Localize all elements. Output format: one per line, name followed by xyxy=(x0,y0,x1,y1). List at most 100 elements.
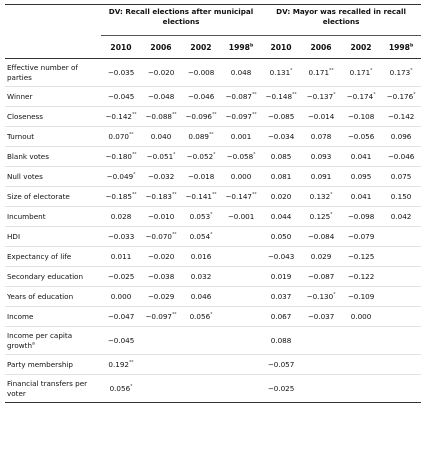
cell-value: 0.096 xyxy=(390,132,412,141)
table-cell: −0.020 xyxy=(141,58,181,87)
cell-value: 0.040 xyxy=(150,132,172,141)
cell-value: −0.142 xyxy=(105,112,132,121)
row-label: Turnout xyxy=(5,126,101,147)
corner-cell xyxy=(5,4,101,36)
cell-value: 0.037 xyxy=(270,292,292,301)
table-cell: −0.043 xyxy=(261,246,302,267)
table-cell xyxy=(221,266,262,287)
year-footnote-mark: b xyxy=(249,42,254,48)
table-cell: −0.046 xyxy=(181,86,221,107)
cell-value: −0.079 xyxy=(347,232,375,241)
row-label-text: Years of education xyxy=(7,291,74,301)
table-cell: −0.108 xyxy=(341,106,382,127)
table-cell: 0.001 xyxy=(221,126,262,147)
cell-value: −0.147 xyxy=(225,192,253,201)
cell-value: −0.070 xyxy=(145,232,172,241)
cell-value: −0.125 xyxy=(347,252,375,261)
row-label: Closeness xyxy=(5,106,101,127)
table-row: HDI −0.033 −0.070** 0.054* 0.050 −0.084 −0.079 xyxy=(5,226,422,247)
cell-significance-mark: ** xyxy=(252,112,257,118)
table-cell: 0.056* xyxy=(181,306,221,327)
row-label-text: Financial transfers per voter xyxy=(7,378,88,398)
cell-value: 0.075 xyxy=(390,172,412,181)
cell-value: 0.041 xyxy=(350,192,372,201)
cell-value: 0.056 xyxy=(189,312,211,321)
table-cell: 0.078 xyxy=(301,126,342,147)
cell-significance-mark: ** xyxy=(208,132,214,138)
year-label: 2002 xyxy=(190,42,212,52)
table-cell: 0.053* xyxy=(181,206,221,227)
cell-value: 0.131 xyxy=(269,68,291,77)
table-cell: 0.041 xyxy=(341,146,382,167)
table-cell xyxy=(341,326,382,355)
cell-significance-mark: ** xyxy=(252,92,257,98)
cell-value: −0.097 xyxy=(145,312,172,321)
cell-value: −0.038 xyxy=(147,272,175,281)
table-cell: 0.029 xyxy=(301,246,342,267)
cell-value: −0.085 xyxy=(267,112,295,121)
row-label-text: Blank votes xyxy=(7,151,49,161)
table-cell: −0.052* xyxy=(181,146,221,167)
table-cell: 0.173* xyxy=(381,58,422,87)
group-header-row: DV: Recall elections after municipal ele… xyxy=(5,4,422,36)
row-label: Party membership xyxy=(5,354,101,375)
cell-value: 0.019 xyxy=(270,272,292,281)
table-cell: −0.037 xyxy=(301,306,342,327)
table-cell: 0.150 xyxy=(381,186,422,207)
cell-significance-mark: ** xyxy=(132,152,137,158)
cell-significance-mark: ** xyxy=(329,68,334,74)
table-cell: 0.020 xyxy=(261,186,302,207)
table-cell: 0.085 xyxy=(261,146,302,167)
cell-value: 0.016 xyxy=(190,252,212,261)
table-cell: −0.142** xyxy=(101,106,141,127)
cell-value: −0.137 xyxy=(306,92,334,101)
cell-value: −0.035 xyxy=(107,68,135,77)
table-cell xyxy=(141,374,181,403)
cell-value: 0.088 xyxy=(270,336,292,345)
cell-value: 0.020 xyxy=(270,192,292,201)
cell-significance-mark: ** xyxy=(292,92,297,98)
cell-significance-mark: * xyxy=(133,172,136,178)
table-cell: −0.097** xyxy=(221,106,262,127)
row-label: Expectancy of life xyxy=(5,246,101,267)
cell-value: −0.049 xyxy=(106,172,134,181)
cell-significance-mark: ** xyxy=(252,192,257,198)
table-cell xyxy=(181,354,221,375)
row-label-text: HDI xyxy=(7,231,21,241)
row-label-footnote-mark: a xyxy=(32,341,35,347)
year-header-row: 2010 2006 2002 1998b 2010 2006 2002 1998b xyxy=(5,35,422,59)
table-cell xyxy=(381,354,422,375)
cell-significance-mark: ** xyxy=(132,192,137,198)
table-cell: −0.130* xyxy=(301,286,342,307)
cell-value: 0.042 xyxy=(390,212,412,221)
table-cell: −0.174* xyxy=(341,86,382,107)
row-label-text: Secondary education xyxy=(7,271,84,281)
cell-value: −0.051 xyxy=(146,152,174,161)
cell-value: −0.025 xyxy=(107,272,135,281)
cell-value: −0.185 xyxy=(105,192,132,201)
cell-significance-mark: * xyxy=(210,312,213,318)
table-cell: 0.000 xyxy=(341,306,382,327)
table-cell: 0.044 xyxy=(261,206,302,227)
table-row: Party membership 0.192** −0.057 xyxy=(5,354,422,375)
cell-significance-mark: ** xyxy=(172,312,177,318)
cell-significance-mark: ** xyxy=(128,360,134,366)
table-cell: −0.185** xyxy=(101,186,141,207)
table-cell: −0.008 xyxy=(181,58,221,87)
cell-value: −0.043 xyxy=(267,252,295,261)
table-cell: −0.109 xyxy=(341,286,382,307)
table-cell: −0.035 xyxy=(101,58,141,87)
table-row: Closeness −0.142** −0.088** −0.096** −0.097*… xyxy=(5,106,422,127)
row-label: Secondary education xyxy=(5,266,101,287)
table-cell: 0.032 xyxy=(181,266,221,287)
cell-value: 0.150 xyxy=(390,192,412,201)
cell-value: −0.056 xyxy=(347,132,375,141)
table-cell: 0.041 xyxy=(341,186,382,207)
table-cell xyxy=(381,246,422,267)
year-header-mayor-2002: 2002 xyxy=(341,35,382,59)
cell-value: −0.122 xyxy=(347,272,375,281)
table-cell xyxy=(141,326,181,355)
table-cell: 0.050 xyxy=(261,226,302,247)
table-cell xyxy=(381,306,422,327)
table-cell: −0.045 xyxy=(101,86,141,107)
